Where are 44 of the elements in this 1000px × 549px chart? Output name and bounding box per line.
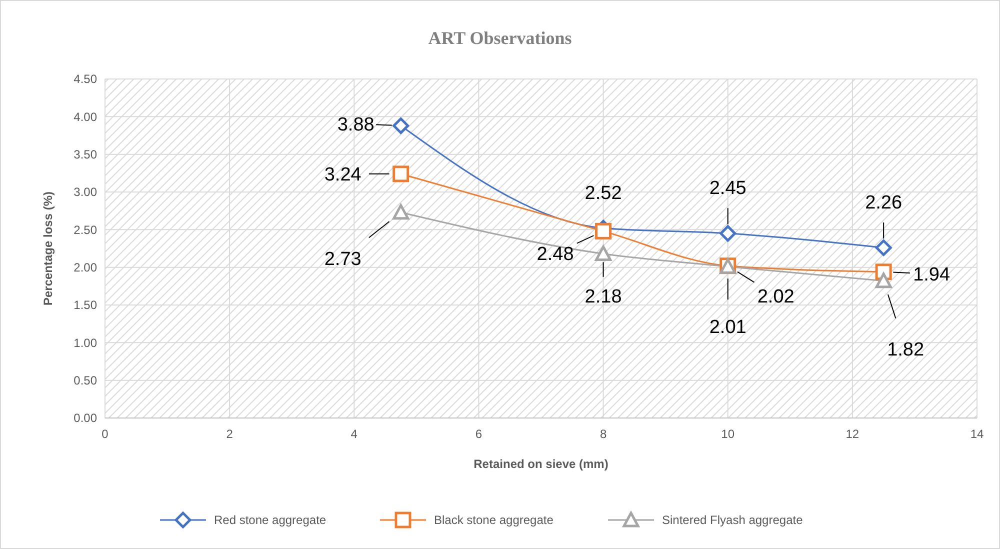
- data-label: 2.52: [584, 182, 622, 204]
- data-label: 1.82: [887, 340, 924, 361]
- data-label: 2.02: [757, 286, 794, 308]
- point: [875, 272, 892, 288]
- y-tick-label: 4.00: [74, 110, 98, 124]
- point: [595, 222, 612, 240]
- y-tick-label: 0.50: [74, 374, 98, 388]
- data-label: 2.26: [865, 192, 902, 214]
- y-tick-label: 2.50: [74, 222, 98, 237]
- point: [392, 117, 410, 134]
- data-label: 1.94: [913, 264, 950, 286]
- data-label: 2.18: [584, 286, 622, 308]
- data-label: 3.88: [337, 114, 374, 136]
- x-tick-label: 2: [226, 427, 234, 441]
- point: [875, 239, 892, 256]
- legend-label: Black stone aggregate: [434, 513, 554, 528]
- y-axis-title: Percentage loss (%): [41, 191, 55, 306]
- data-label: 2.01: [709, 317, 746, 338]
- y-tick-label: 2.00: [74, 260, 98, 275]
- point: [720, 225, 736, 242]
- y-tick-label: 0.00: [74, 411, 98, 426]
- x-tick-label: 10: [721, 427, 735, 441]
- legend-label: Sintered Flyash aggregate: [662, 513, 804, 528]
- point: [392, 204, 410, 220]
- chart-title: ART Observations: [428, 28, 572, 48]
- legend-label: Red stone aggregate: [214, 513, 326, 528]
- y-tick-label: 4.50: [74, 72, 98, 86]
- y-tick-label: 3.50: [74, 148, 98, 162]
- x-axis-title: Retained on sieve (mm): [474, 457, 608, 471]
- x-tick-label: 14: [970, 427, 984, 441]
- x-tick-label: 12: [846, 427, 860, 441]
- x-tick-label: 8: [600, 427, 607, 441]
- point: [392, 166, 410, 182]
- data-label: 3.24: [324, 164, 362, 186]
- y-tick-label: 3.00: [74, 185, 98, 200]
- x-tick-label: 4: [350, 427, 358, 441]
- y-tick-label: 1.50: [74, 298, 98, 312]
- point: [595, 246, 612, 262]
- data-label: 2.48: [536, 244, 574, 265]
- x-tick-label: 0: [102, 427, 109, 441]
- x-tick-label: 6: [475, 427, 482, 441]
- y-tick-label: 1.00: [74, 336, 98, 350]
- data-label: 2.73: [324, 248, 362, 270]
- data-label: 2.45: [709, 178, 746, 200]
